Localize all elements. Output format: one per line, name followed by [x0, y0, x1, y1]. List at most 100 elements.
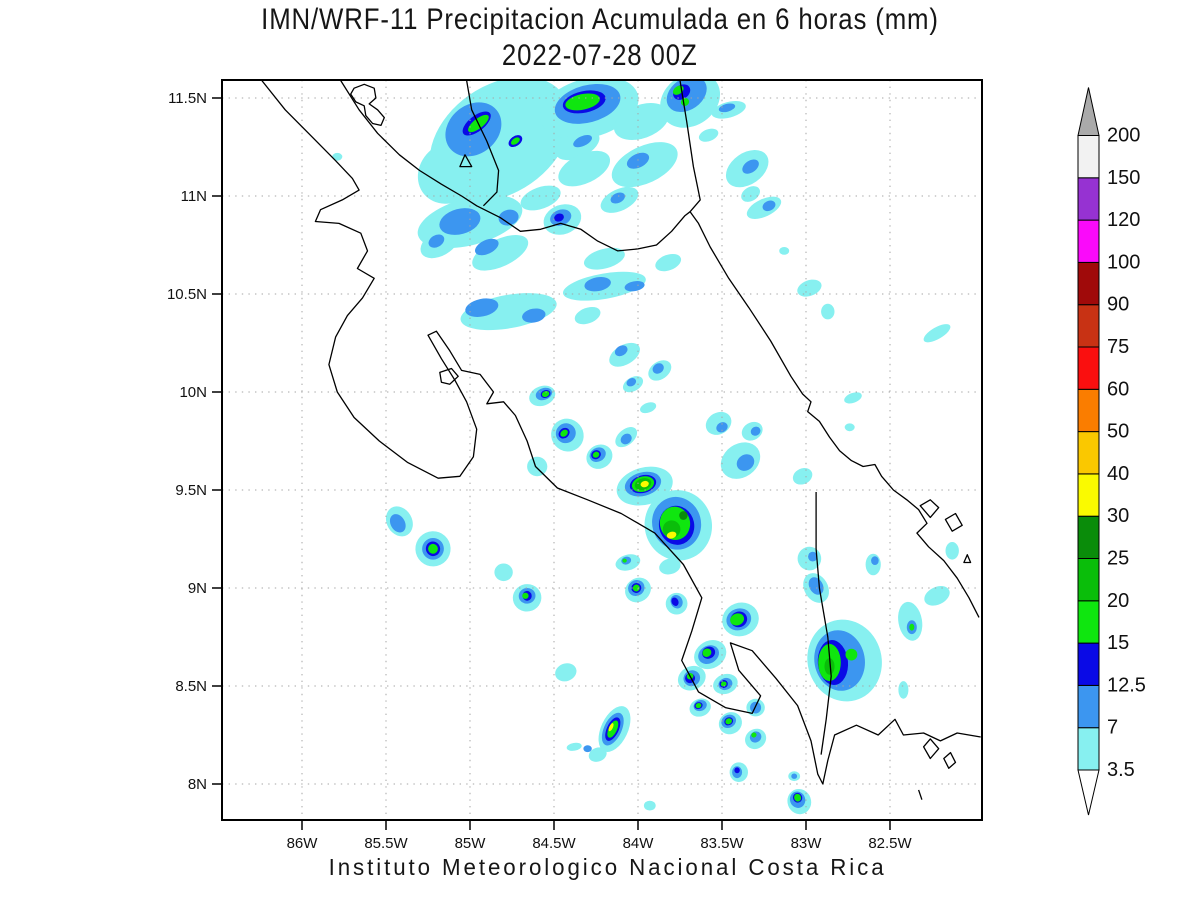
precip-cell [592, 451, 600, 458]
precip-cell [643, 800, 656, 811]
lat-tick-label: 9N [188, 580, 207, 597]
colorbar-segment [1077, 219, 1100, 263]
precip-cell [520, 185, 561, 211]
map-frame [221, 79, 983, 821]
lon-tick-label: 82.5W [868, 835, 912, 852]
lon-tick-label: 85W [455, 835, 487, 852]
precip-cell [821, 303, 835, 320]
precip-cell [472, 234, 529, 271]
lat-tick-label: 11N [181, 188, 207, 205]
precip-cell [622, 558, 627, 563]
precip-cell [527, 456, 548, 477]
precip-cell [584, 277, 611, 292]
lon-tick-label: 84.5W [532, 835, 576, 852]
colorbar-label: 12.5 [1107, 674, 1146, 696]
colorbar-label: 20 [1107, 590, 1129, 612]
precip-cell [659, 558, 681, 575]
lat-tick-label: 11.5N [168, 90, 207, 107]
precip-cell [558, 150, 611, 187]
colorbar-label: 200 [1107, 125, 1140, 147]
precip-cell [871, 556, 879, 565]
costa-rica-panama-border [815, 492, 832, 755]
precip-cell [632, 584, 640, 592]
precip-cell [614, 345, 628, 357]
precip-cell [695, 703, 702, 709]
colorbar-segment [1077, 515, 1100, 560]
lon-tick-label: 84W [623, 835, 655, 852]
precip-cell [428, 543, 438, 554]
precip-cell [742, 159, 759, 174]
bocas-island-1 [919, 499, 940, 519]
colorbar-segment [1077, 473, 1100, 517]
precip-cell [718, 103, 736, 113]
precip-cell [624, 281, 645, 292]
axis-tick-labels: 11.5N 11N 10.5N 10N 9.5N 9N 8.5N 8N 86W 85.5W 85W 8… [167, 90, 913, 852]
precip-cell [698, 128, 719, 142]
precip-cell [465, 298, 499, 317]
nicaragua-costa-rica-border [340, 80, 691, 252]
precip-cell [751, 732, 757, 738]
colorbar-segment [1077, 600, 1100, 644]
ometepe-island [350, 83, 385, 127]
colorbar-label: 50 [1107, 421, 1129, 443]
lat-tick-label: 10N [179, 384, 207, 401]
lon-tick-label: 85.5W [364, 835, 408, 852]
colorbar-segment [1077, 684, 1100, 729]
precip-cell [671, 597, 679, 606]
precip-cell [541, 390, 550, 398]
precip-cell [640, 402, 657, 414]
precip-cell [610, 192, 625, 204]
colorbar-under-arrow [1077, 769, 1100, 816]
colorbar-label: 90 [1107, 294, 1129, 316]
precip-cell [762, 200, 776, 212]
colorbar-label: 3.5 [1107, 759, 1135, 781]
lat-tick-label: 9.5N [175, 482, 207, 499]
lake-nicaragua-east-shore [465, 80, 500, 207]
precip-cell [609, 342, 640, 367]
colorbar-segment [1077, 177, 1100, 221]
precip-cell [588, 747, 607, 762]
precip-cell [498, 209, 519, 226]
bocas-island-2 [944, 512, 963, 532]
precip-cell [428, 234, 445, 248]
precip-cell [522, 308, 546, 323]
precip-cell [720, 681, 727, 687]
colorbar-label: 120 [1107, 209, 1140, 231]
precip-cell [613, 103, 669, 140]
precip-cell [909, 623, 915, 631]
precip-cell [583, 247, 625, 270]
precip-cell [705, 411, 732, 435]
precip-cell [716, 422, 728, 433]
colorbar-label: 60 [1107, 378, 1129, 400]
colorbar-label: 25 [1107, 548, 1129, 570]
lon-tick-label: 86W [287, 835, 319, 852]
chart-subtitle: 2022-07-28 00Z [502, 39, 698, 72]
lat-tick-label: 8.5N [175, 678, 207, 695]
precip-cell [494, 563, 513, 582]
precip-cell [797, 279, 822, 297]
axis-ticks [212, 97, 891, 830]
colorbar-label: 30 [1107, 505, 1129, 527]
almirante-islet [963, 554, 972, 564]
precip-cell [565, 93, 600, 111]
precip-cell [583, 745, 592, 753]
precip-cell [608, 723, 614, 732]
precip-cell [794, 793, 802, 802]
lat-tick-label: 10.5N [167, 286, 207, 303]
chiriqui-island-1 [922, 738, 940, 760]
precip-cell [736, 454, 755, 471]
precip-cell [702, 648, 712, 657]
colorbar-label: 100 [1107, 251, 1140, 273]
precip-cell [844, 423, 855, 432]
colorbar-segment [1077, 431, 1100, 475]
precip-cell [734, 767, 740, 774]
precip-cell [652, 363, 664, 374]
colorbar-label: 15 [1107, 632, 1129, 654]
precip-cell [573, 134, 592, 148]
precip-cell [522, 592, 529, 599]
precip-cell [626, 377, 637, 387]
precip-shading-layer [332, 80, 959, 815]
precip-cell [945, 542, 959, 560]
precip-cell [607, 720, 619, 738]
